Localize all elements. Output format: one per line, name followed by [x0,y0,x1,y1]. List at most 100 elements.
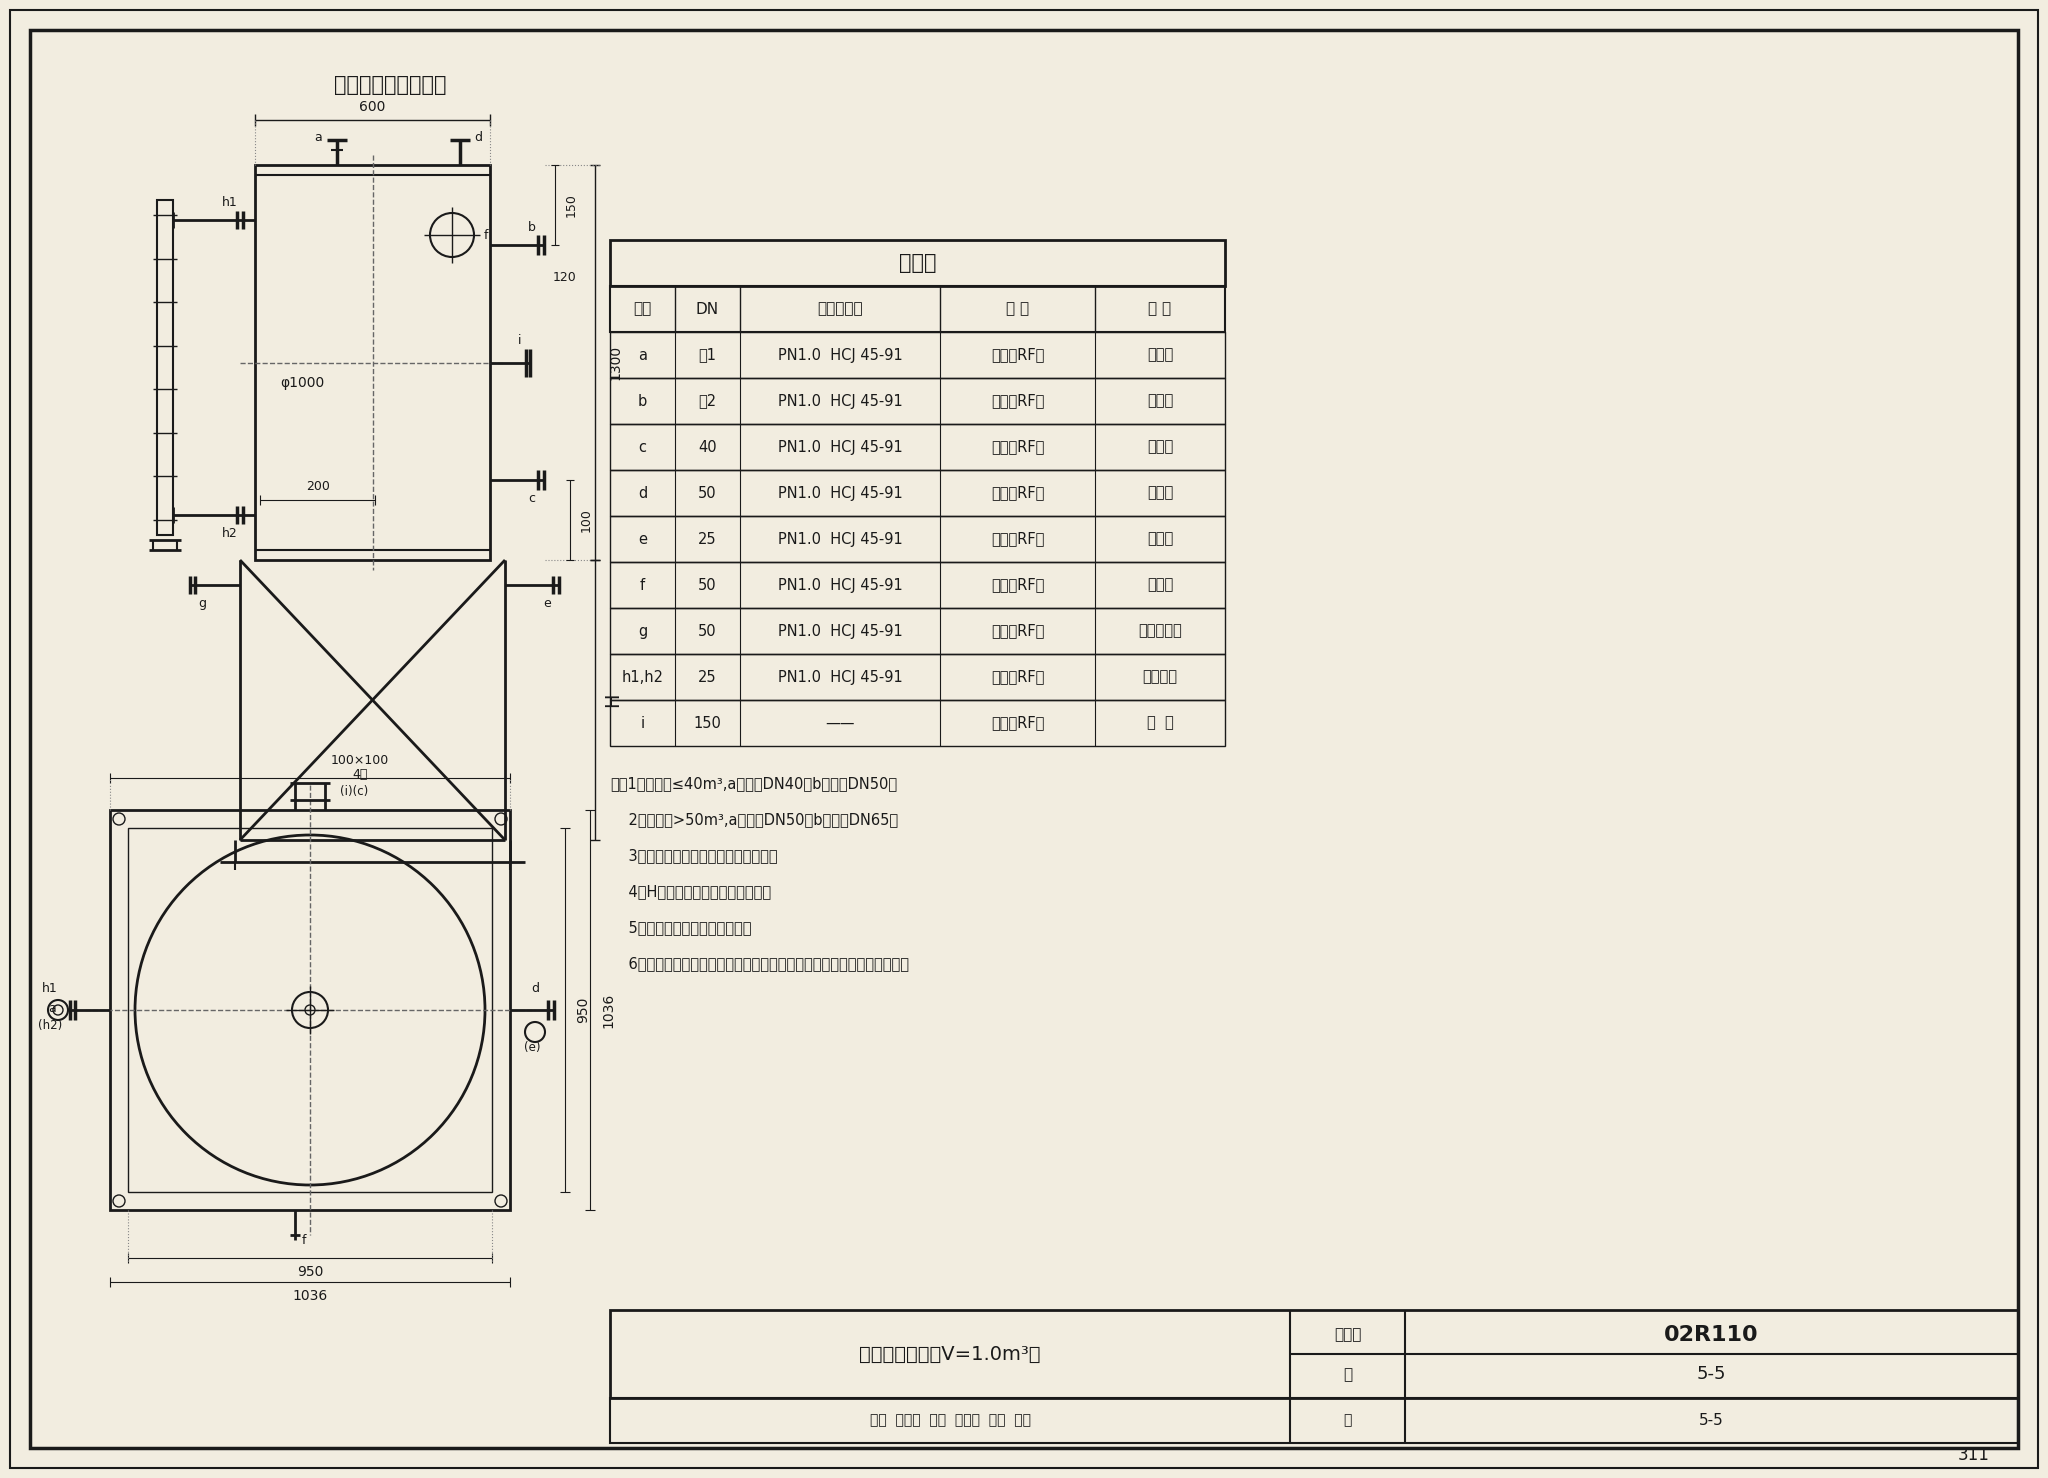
Bar [610,287,1225,333]
Text: 950: 950 [575,996,590,1023]
Bar [610,424,1225,470]
Text: 图集号: 图集号 [1333,1327,1362,1342]
Text: f: f [301,1234,307,1246]
Text: 页: 页 [1343,1413,1352,1428]
Text: PN1.0  HCJ 45-91: PN1.0 HCJ 45-91 [778,439,903,455]
Text: d: d [473,130,481,143]
Text: DN: DN [696,302,719,316]
Text: 规格及标准: 规格及标准 [817,302,862,316]
Bar [610,470,1225,516]
Text: 突面（RF）: 突面（RF） [991,485,1044,501]
Text: 备 注: 备 注 [1149,302,1171,316]
Text: a: a [47,1002,55,1014]
Text: 40: 40 [698,439,717,455]
Text: 注：1、储油罐≤40m³,a管径为DN40，b管径为DN50。: 注：1、储油罐≤40m³,a管径为DN40，b管径为DN50。 [610,776,897,791]
Text: g: g [199,597,207,609]
Bar [610,562,1225,607]
Text: f: f [639,578,645,593]
Text: 3、管口方位根据用户需要设计制造。: 3、管口方位根据用户需要设计制造。 [610,848,778,863]
Bar [610,1310,2017,1398]
Text: c: c [639,439,647,455]
Bar [610,516,1225,562]
Text: h1: h1 [221,195,238,208]
Text: 1036: 1036 [600,992,614,1027]
Text: 311: 311 [1958,1445,1991,1465]
Text: PN1.0  HCJ 45-91: PN1.0 HCJ 45-91 [778,532,903,547]
Text: d: d [637,485,647,501]
Text: e: e [639,532,647,547]
Text: g: g [637,624,647,638]
Text: 型 式: 型 式 [1006,302,1028,316]
Text: 突面（RF）: 突面（RF） [991,624,1044,638]
Bar [256,166,489,560]
Text: φ1000: φ1000 [281,375,324,390]
Text: 100×100: 100×100 [332,754,389,767]
Text: PN1.0  HCJ 45-91: PN1.0 HCJ 45-91 [778,578,903,593]
Text: 100: 100 [580,508,592,532]
Text: 圆形日用油箱外形图: 圆形日用油箱外形图 [334,75,446,95]
Text: H: H [604,693,623,708]
Text: b: b [637,393,647,408]
Bar [111,810,510,1210]
Text: 150: 150 [565,194,578,217]
Text: 5、油位计由制造厂配套供应。: 5、油位计由制造厂配套供应。 [610,919,752,936]
Text: i: i [641,715,645,730]
Text: f: f [483,229,489,241]
Text: 600: 600 [358,101,385,114]
Text: 突面（RF）: 突面（RF） [991,347,1044,362]
Bar [610,239,1225,287]
Text: PN1.0  HCJ 45-91: PN1.0 HCJ 45-91 [778,485,903,501]
Bar [610,333,1225,378]
Text: (e): (e) [524,1042,541,1054]
Text: 紧急泄油口: 紧急泄油口 [1139,624,1182,638]
Text: 突面（RF）: 突面（RF） [991,532,1044,547]
Text: e: e [543,597,551,609]
Text: 2、储油罐>50m³,a管径为DN50，b管径为DN65。: 2、储油罐>50m³,a管径为DN50，b管径为DN65。 [610,811,899,828]
Text: 突面（RF）: 突面（RF） [991,439,1044,455]
Text: 02R110: 02R110 [1665,1324,1759,1345]
Text: 4、H根据用户要求由配套厂供应。: 4、H根据用户要求由配套厂供应。 [610,884,772,899]
Bar [610,701,1225,746]
Text: b: b [528,220,537,234]
Text: (i)(c): (i)(c) [340,785,369,798]
Text: 页: 页 [1343,1367,1352,1382]
Text: 突面（RF）: 突面（RF） [991,578,1044,593]
Text: PN1.0  HCJ 45-91: PN1.0 HCJ 45-91 [778,624,903,638]
Text: 6、本图按天津市津岛协力机械设备成套有限公司产品的技术资料编制。: 6、本图按天津市津岛协力机械设备成套有限公司产品的技术资料编制。 [610,956,909,971]
Text: 符号: 符号 [633,302,651,316]
Text: 50: 50 [698,624,717,638]
Text: 注1: 注1 [698,347,717,362]
Text: 预留口: 预留口 [1147,578,1174,593]
Text: 50: 50 [698,485,717,501]
Text: 管口表: 管口表 [899,253,936,273]
Text: 圆形日用油箱（V=1.0m³）: 圆形日用油箱（V=1.0m³） [860,1345,1040,1364]
Text: 呼吸口: 呼吸口 [1147,485,1174,501]
Text: h1,h2: h1,h2 [621,670,664,684]
Text: 5-5: 5-5 [1696,1366,1726,1383]
Text: 150: 150 [694,715,721,730]
Bar [610,607,1225,653]
Text: 950: 950 [297,1265,324,1278]
Text: 排污口: 排污口 [1147,532,1174,547]
Text: 液位计口: 液位计口 [1143,670,1178,684]
Text: 50: 50 [698,578,717,593]
Text: d: d [530,981,539,995]
Text: 突面（RF）: 突面（RF） [991,670,1044,684]
Text: 4块: 4块 [352,767,369,780]
Text: 5-5: 5-5 [1700,1413,1724,1428]
Text: 突面（RF）: 突面（RF） [991,715,1044,730]
Text: 1300: 1300 [608,344,623,380]
Text: i: i [518,334,522,347]
Text: PN1.0  HCJ 45-91: PN1.0 HCJ 45-91 [778,670,903,684]
Text: h1: h1 [43,981,57,995]
Bar [610,653,1225,701]
Text: 出油口: 出油口 [1147,439,1174,455]
Text: 进油口: 进油口 [1147,347,1174,362]
Text: 25: 25 [698,532,717,547]
Text: 手  孔: 手 孔 [1147,715,1174,730]
Text: PN1.0  HCJ 45-91: PN1.0 HCJ 45-91 [778,393,903,408]
Text: h2: h2 [221,526,238,539]
Text: PN1.0  HCJ 45-91: PN1.0 HCJ 45-91 [778,347,903,362]
Text: 突面（RF）: 突面（RF） [991,393,1044,408]
Bar [129,828,492,1191]
